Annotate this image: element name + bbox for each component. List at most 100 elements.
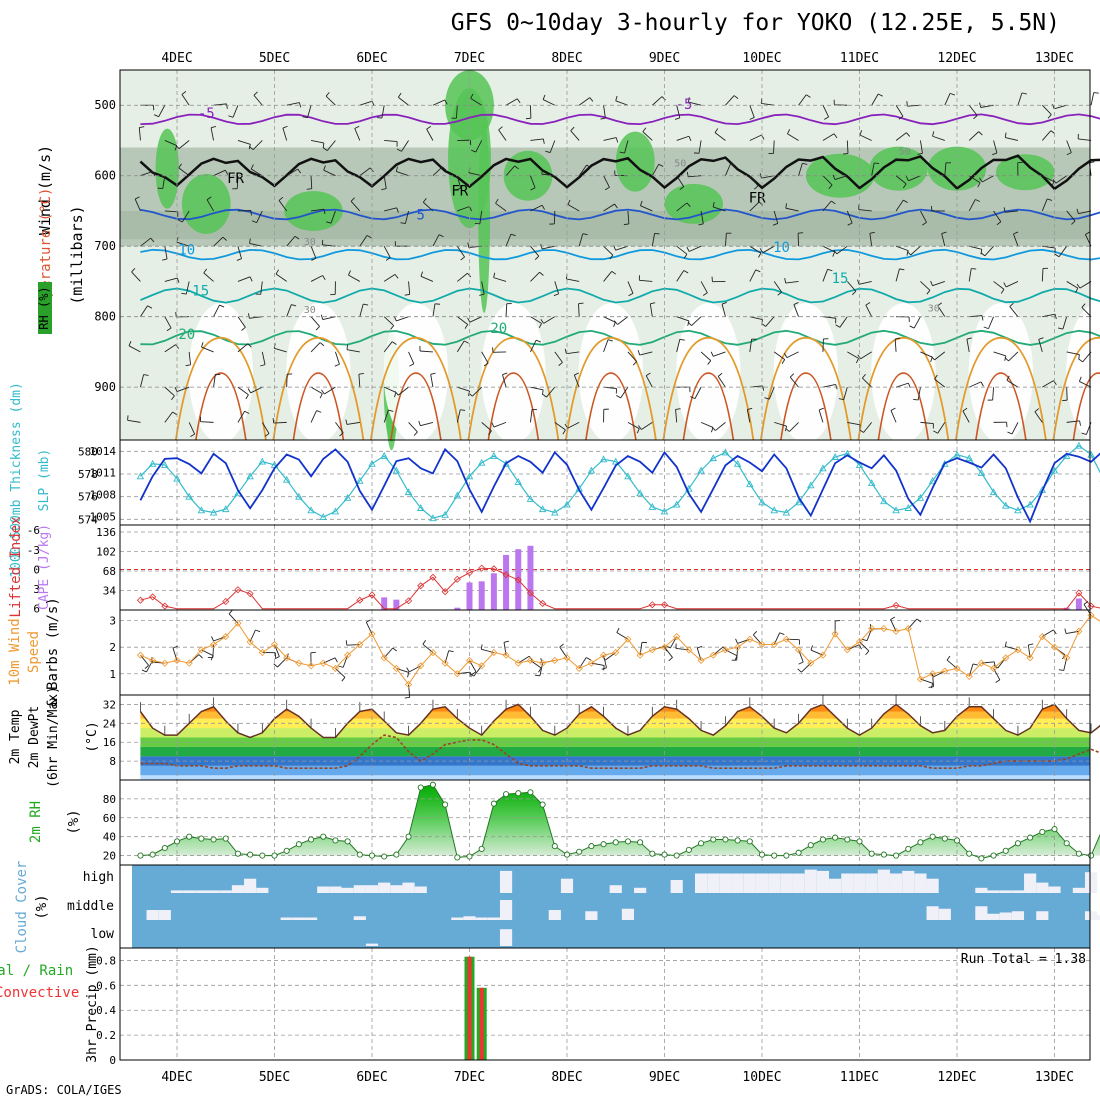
- barb-flag: [861, 373, 866, 379]
- date-label-top: 7DEC: [454, 51, 485, 66]
- wind-barb: [895, 382, 911, 388]
- wind-barb: [690, 386, 702, 400]
- barb-staff: [836, 245, 848, 255]
- wind-barb: [530, 175, 536, 191]
- barb-staff: [603, 105, 606, 119]
- upper-ylabel: (millibars): [68, 205, 86, 304]
- barb-staff: [846, 210, 853, 224]
- barb-flag: [787, 129, 791, 134]
- barb-flag: [211, 636, 214, 642]
- temp-band: [140, 728, 1090, 738]
- barb-staff: [350, 200, 361, 212]
- barb-staff: [715, 422, 726, 431]
- barb-flag: [1071, 220, 1076, 225]
- barb-flag: [1093, 92, 1099, 94]
- upper-ytick: 600: [94, 169, 116, 183]
- rh-point: [527, 789, 534, 796]
- barb-flag: [346, 344, 348, 350]
- wind-barb: [127, 415, 141, 423]
- cloud-cell: [146, 910, 159, 920]
- wind-point: [539, 659, 547, 667]
- rh-patch: [996, 154, 1055, 191]
- wind-barb: [359, 303, 369, 317]
- wind-barb: [286, 102, 302, 108]
- barb-staff: [310, 175, 313, 189]
- isotherm-25: [954, 336, 1047, 441]
- cloud-cell: [804, 869, 817, 893]
- wind-barb: [934, 374, 946, 388]
- barb-staff: [652, 96, 663, 106]
- wind-barb: [456, 245, 465, 261]
- barb-flag: [178, 163, 182, 169]
- cape-vgrid: [176, 525, 1055, 610]
- date-label-bottom: 13DEC: [1035, 1070, 1074, 1085]
- barb-flag: [470, 93, 474, 99]
- cloud-cell: [719, 873, 732, 893]
- barb-staff: [785, 207, 799, 212]
- barb-flag: [153, 114, 159, 118]
- barb-flag: [1076, 208, 1079, 214]
- barb-staff: [676, 135, 690, 141]
- barb-staff: [1041, 268, 1044, 282]
- barb-staff: [456, 245, 465, 258]
- barb-staff: [846, 140, 849, 154]
- cloud-ylabel: Cloud Cover: [14, 861, 30, 954]
- barb-flag: [316, 410, 322, 413]
- wind-barb: [530, 138, 545, 144]
- barb-staff: [913, 316, 921, 329]
- barb-staff: [992, 387, 995, 401]
- cloud-cell: [853, 873, 866, 893]
- cape-bar: [381, 597, 388, 610]
- barb-flag: [464, 324, 469, 329]
- barb-staff: [919, 140, 923, 154]
- barb-flag: [785, 203, 787, 209]
- upper-ytick: 900: [94, 380, 116, 394]
- barb-staff: [481, 351, 489, 364]
- barb-staff: [615, 245, 629, 251]
- barb-staff: [859, 134, 872, 141]
- wind-barb: [642, 127, 653, 141]
- rh-point: [308, 836, 315, 843]
- barb-flag: [418, 420, 421, 426]
- barb-staff: [542, 99, 556, 106]
- wind-barb: [846, 210, 853, 226]
- barb-staff: [1066, 351, 1080, 356]
- cloud-cell: [231, 885, 245, 893]
- cape-bar: [1075, 598, 1082, 610]
- cape-bars: [381, 545, 1082, 610]
- wind-barb: [286, 168, 302, 177]
- barb-flag: [934, 374, 938, 380]
- wind-point: [222, 632, 230, 641]
- wind-point: [490, 648, 498, 657]
- thickness-point: [453, 491, 462, 499]
- wind-point: [599, 651, 608, 659]
- wind-barb: [913, 387, 921, 401]
- barb-flag: [294, 235, 300, 240]
- lifted-point: [514, 576, 522, 584]
- wind-barb: [822, 175, 833, 189]
- upper-wind-barbs: [127, 91, 1099, 437]
- barb-flag: [698, 223, 704, 226]
- wind-barb: [359, 235, 372, 247]
- wind-barb: [746, 407, 753, 423]
- barb-flag: [714, 128, 719, 133]
- title: GFS 0~10day 3-hourly for YOKO (12.25E, 5…: [450, 10, 1060, 36]
- temp-band: [140, 737, 1090, 747]
- barb-staff: [863, 422, 873, 433]
- lifted-point: [490, 565, 498, 573]
- barb-flag: [1004, 132, 1007, 138]
- wind-point: [136, 651, 145, 659]
- lifted-point: [453, 575, 461, 583]
- barb-staff: [968, 104, 978, 116]
- barb-staff: [762, 245, 775, 254]
- wind-barb: [749, 269, 761, 282]
- barb-staff: [432, 99, 445, 106]
- thickness-point: [697, 466, 705, 474]
- barb-staff: [164, 411, 173, 423]
- wind-point: [283, 654, 291, 662]
- lifted-point: [892, 601, 900, 609]
- thickness-point: [429, 514, 437, 522]
- rh-point: [588, 843, 595, 850]
- rh-point: [1039, 828, 1046, 835]
- thickness-point: [392, 466, 401, 474]
